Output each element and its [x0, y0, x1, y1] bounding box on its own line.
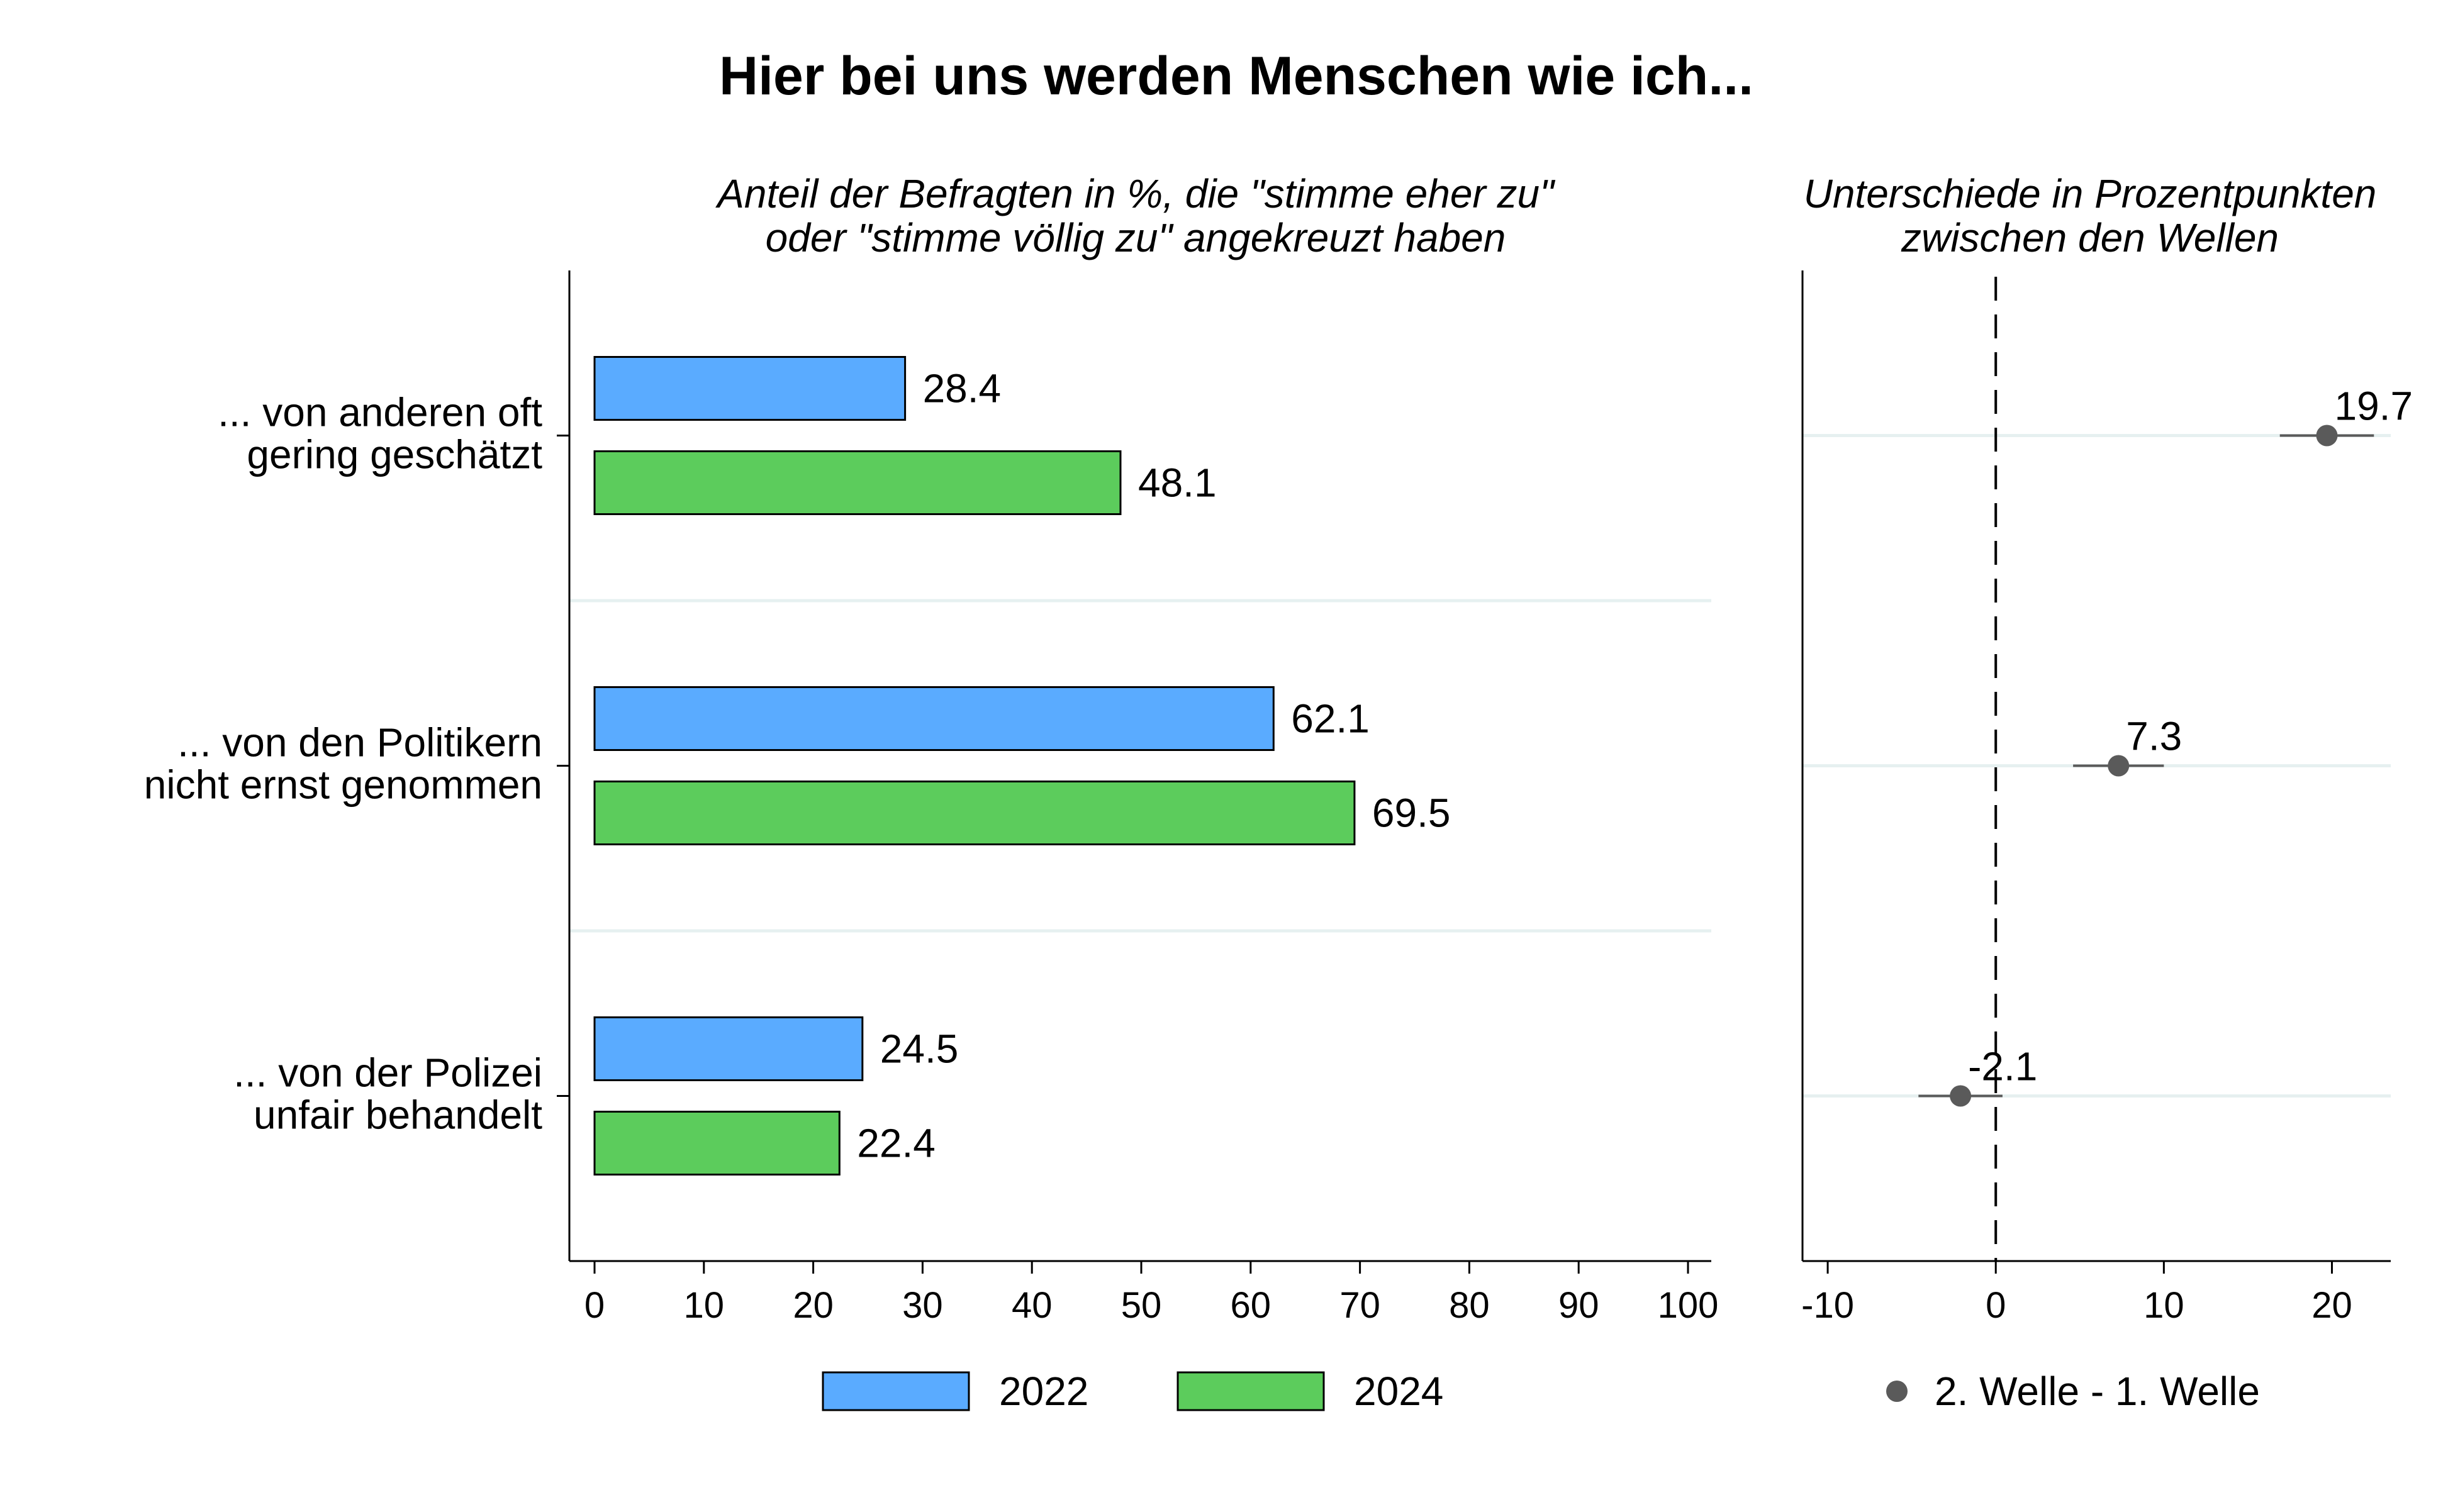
bar-x-tick-label: 0 [584, 1285, 605, 1326]
diff-value-label: 19.7 [2334, 384, 2413, 429]
bar-value-label: 24.5 [880, 1026, 959, 1072]
bar-2022 [593, 686, 1275, 751]
bar-2022 [593, 1016, 864, 1081]
bar-panel-subtitle-line2: oder "stimme völlig zu" angekreuzt haben [766, 215, 1506, 260]
bar-2022 [593, 356, 907, 421]
diff-x-tick-label: 20 [2311, 1285, 2352, 1326]
chart-title: Hier bei uns werden Menschen wie ich... [719, 46, 1753, 106]
legend-swatch [822, 1371, 970, 1411]
bar-value-label: 62.1 [1291, 696, 1370, 742]
diff-value-label: 7.3 [2126, 714, 2182, 759]
category-label-line1: ... von der Polizei [233, 1050, 542, 1096]
diff-panel-subtitle-line1: Unterschiede in Prozentpunkten [1804, 171, 2377, 216]
bar-value-label: 48.1 [1138, 460, 1217, 506]
legend-label: 2. Welle - 1. Welle [1935, 1369, 2260, 1414]
legend-point-marker [1886, 1381, 1908, 1402]
diff-point [2108, 755, 2130, 777]
category-label-line1: ... von anderen oft [218, 390, 542, 435]
legend-label: 2024 [1354, 1369, 1443, 1414]
bar-value-label: 69.5 [1372, 791, 1451, 836]
category-label-line1: ... von den Politikern [177, 720, 542, 765]
bar-x-tick-label: 70 [1339, 1285, 1380, 1326]
category-label-line2: unfair behandelt [254, 1092, 542, 1138]
bar-2024 [593, 1111, 841, 1176]
bar-x-tick-label: 20 [793, 1285, 834, 1326]
diff-x-tick-label: 0 [1986, 1285, 2006, 1326]
bar-panel: 0 10 20 30 40 50 60 70 80 90 100 ... von anderen of… [144, 270, 1719, 1326]
bar-x-tick-label: 80 [1449, 1285, 1490, 1326]
bar-2024 [593, 781, 1356, 845]
category-label-line2: nicht ernst genommen [144, 762, 542, 808]
bar-x-tick-label: 40 [1012, 1285, 1053, 1326]
bar-x-tick-label: 50 [1121, 1285, 1162, 1326]
bar-2024 [593, 450, 1122, 515]
legend-swatch [1176, 1371, 1325, 1411]
diff-value-label: -2.1 [1968, 1044, 2037, 1089]
legends: 2022 2024 2. Welle - 1. Welle [822, 1369, 2260, 1414]
bar-x-tick-label: 30 [902, 1285, 943, 1326]
diff-point [1950, 1085, 1972, 1107]
bar-x-tick-label: 100 [1658, 1285, 1719, 1326]
legend-label: 2022 [999, 1369, 1088, 1414]
bar-value-label: 22.4 [857, 1121, 936, 1166]
diff-x-tick-label: 10 [2143, 1285, 2184, 1326]
diff-point [2316, 425, 2338, 447]
diff-panel-subtitle-line2: zwischen den Wellen [1901, 215, 2279, 260]
bar-panel-subtitle-line1: Anteil der Befragten in %, die "stimme e… [715, 171, 1556, 216]
diff-x-tick-label: -10 [1801, 1285, 1854, 1326]
category-label-line2: gering geschätzt [247, 432, 542, 477]
diff-panel: -10 0 10 20 19.7 7.3 -2.1 [1801, 270, 2413, 1326]
bar-x-tick-label: 90 [1558, 1285, 1599, 1326]
bar-x-tick-label: 10 [684, 1285, 725, 1326]
bar-value-label: 28.4 [923, 366, 1002, 411]
bar-x-tick-label: 60 [1231, 1285, 1272, 1326]
